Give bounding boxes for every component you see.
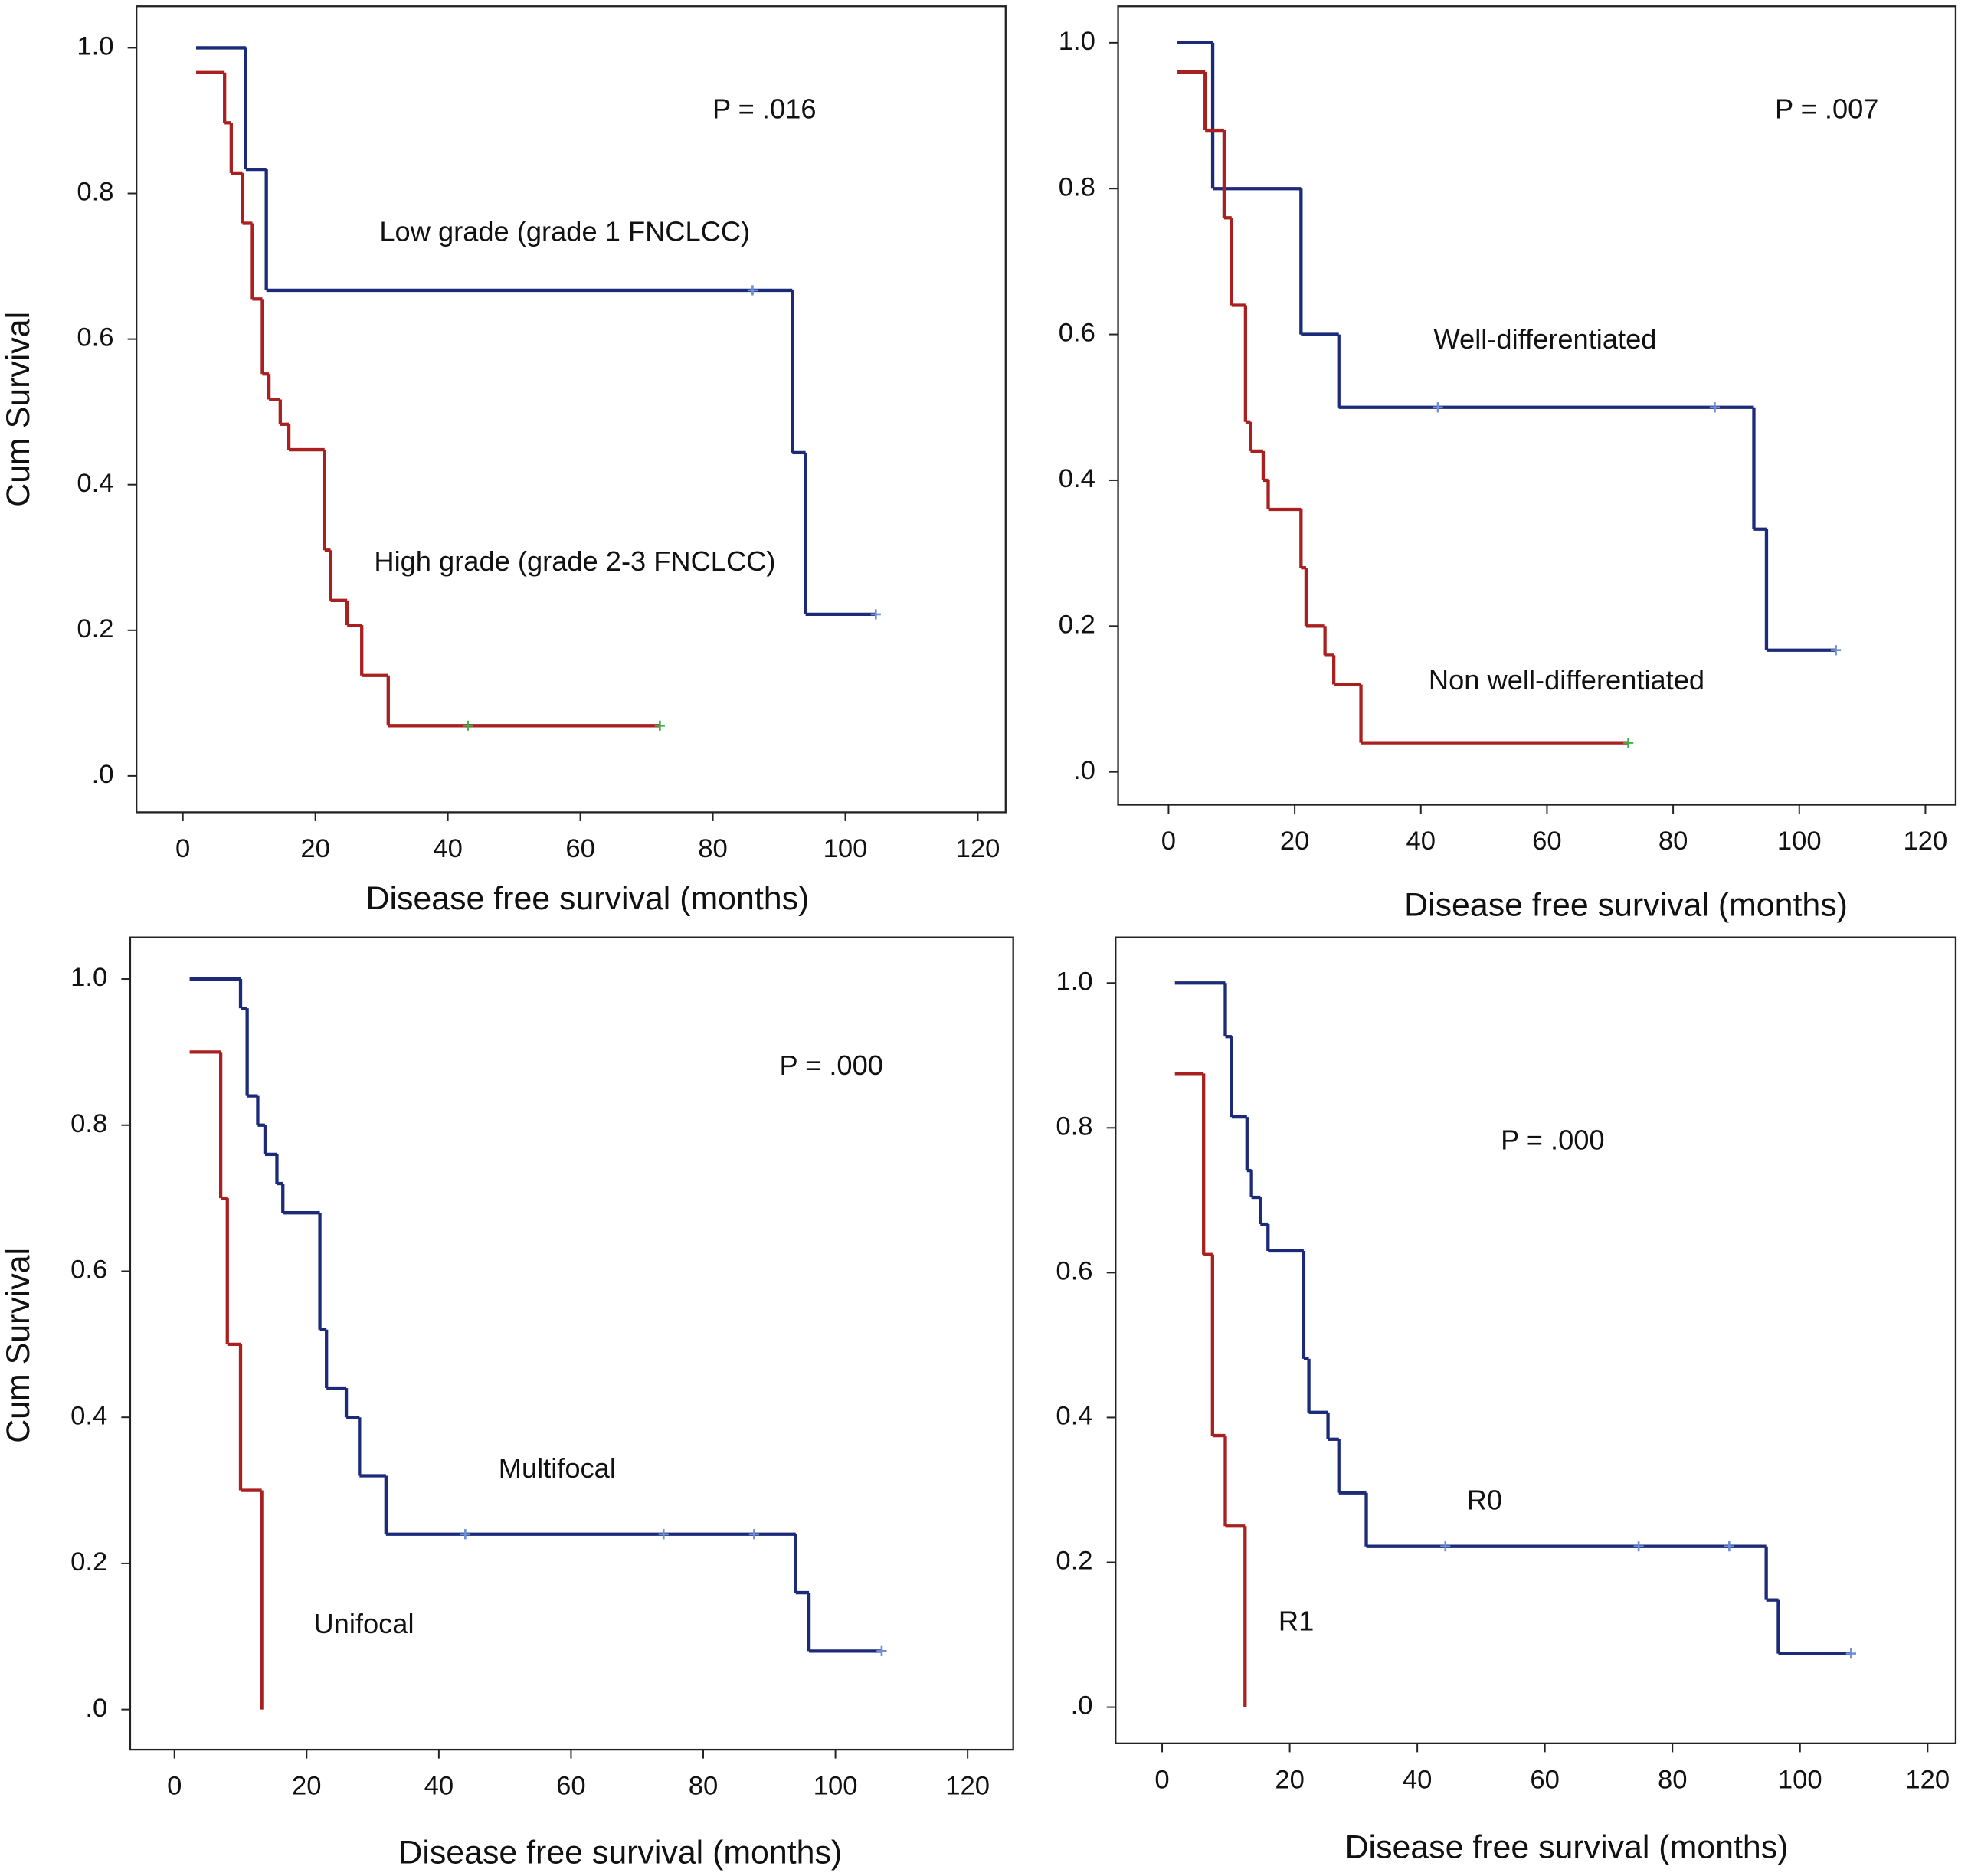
p-value: P = .000 — [779, 1049, 882, 1081]
x-tick-label: 80 — [698, 834, 728, 863]
y-tick-label: 0.4 — [70, 1401, 107, 1430]
x-tick-label: 0 — [175, 834, 190, 863]
x-tick-label: 20 — [1275, 1765, 1305, 1794]
censor-mark — [654, 720, 665, 731]
y-tick-label: 0.6 — [70, 1256, 107, 1285]
x-tick-label: 60 — [1530, 1765, 1560, 1794]
x-tick-label: 20 — [292, 1772, 322, 1801]
x-axis-label: Disease free survival (months) — [398, 1834, 842, 1871]
x-tick-label: 60 — [556, 1772, 586, 1801]
censor-mark — [1845, 1648, 1856, 1659]
p-value: P = .000 — [1501, 1124, 1604, 1155]
censor-mark — [462, 720, 473, 731]
censor-mark — [870, 609, 881, 620]
x-tick-label: 100 — [824, 834, 868, 863]
p-value: P = .007 — [1775, 93, 1878, 125]
x-tick-label: 100 — [1778, 1765, 1822, 1794]
plot-frame — [136, 5, 1007, 814]
y-tick-label: 0.2 — [1059, 610, 1095, 639]
y-tick-label: 0.4 — [1059, 464, 1095, 493]
y-tick-label: 0.2 — [1056, 1547, 1092, 1576]
x-tick-label: 0 — [1154, 1765, 1169, 1794]
censor-mark — [747, 285, 758, 296]
y-tick-label: 0.2 — [70, 1547, 107, 1576]
x-tick-label: 120 — [945, 1772, 990, 1801]
y-tick-label: 1.0 — [77, 32, 113, 61]
plot-frame — [1115, 936, 1957, 1744]
panel: 0 20 40 60 80 100 120 .0 0.2 0.4 0.6 0.8 1.0 Disease … — [1056, 936, 1957, 1866]
x-tick-label: 0 — [167, 1772, 182, 1801]
y-axis-label: Cum Survival — [0, 1248, 37, 1443]
censor-mark — [1709, 402, 1721, 413]
y-tick-label: 0.8 — [1059, 172, 1095, 201]
censor-mark — [1633, 1541, 1644, 1552]
curve-label: Low grade (grade 1 FNCLCC) — [379, 216, 750, 247]
p-value: P = .016 — [712, 93, 816, 125]
y-tick-label: 0.8 — [77, 178, 113, 207]
y-tick-label: 0.6 — [1059, 319, 1095, 348]
x-axis-label: Disease free survival (months) — [1345, 1829, 1789, 1866]
plot-frame — [1117, 5, 1957, 806]
curve-label: R0 — [1467, 1484, 1502, 1515]
censor-mark — [1440, 1541, 1451, 1552]
x-tick-label: 40 — [433, 834, 463, 863]
x-axis-label: Disease free survival (months) — [1404, 886, 1848, 923]
panel: 0 20 40 60 80 100 120 .0 0.2 0.4 0.6 0.8 1.0 Disease … — [1059, 5, 1957, 923]
x-tick-label: 80 — [1658, 1765, 1688, 1794]
x-tick-label: 60 — [565, 834, 595, 863]
x-tick-label: 40 — [1406, 827, 1436, 856]
curve-label: Well-differentiated — [1433, 323, 1656, 355]
x-tick-label: 20 — [1280, 827, 1310, 856]
x-tick-label: 80 — [689, 1772, 719, 1801]
x-axis-label: Disease free survival (months) — [366, 880, 810, 917]
y-tick-label: .0 — [1073, 756, 1095, 785]
censor-mark — [1830, 645, 1842, 656]
y-tick-label: 0.2 — [77, 614, 113, 643]
x-tick-label: 40 — [1403, 1765, 1433, 1794]
y-tick-label: 1.0 — [70, 963, 107, 992]
curve-label: High grade (grade 2-3 FNCLCC) — [374, 545, 775, 577]
x-tick-label: 60 — [1532, 827, 1562, 856]
y-tick-label: 0.6 — [1056, 1257, 1092, 1286]
x-tick-label: 100 — [1777, 827, 1822, 856]
x-tick-label: 120 — [1904, 827, 1948, 856]
censor-mark — [1623, 738, 1634, 748]
y-tick-label: 1.0 — [1059, 27, 1095, 56]
censor-mark — [748, 1529, 760, 1540]
panel: 0 20 40 60 80 100 120 .0 0.2 0.4 0.6 0.8 1.0 Disease … — [0, 5, 1007, 917]
y-tick-label: 0.8 — [70, 1109, 107, 1138]
y-tick-label: 0.4 — [1056, 1402, 1092, 1431]
x-tick-label: 40 — [424, 1772, 454, 1801]
y-axis-label: Cum Survival — [0, 312, 37, 507]
censor-mark — [460, 1529, 470, 1540]
censor-mark — [1724, 1541, 1734, 1552]
curve-label: Non well-differentiated — [1429, 664, 1704, 696]
y-tick-label: .0 — [92, 760, 114, 789]
x-tick-label: 100 — [814, 1772, 858, 1801]
x-tick-label: 120 — [956, 834, 1000, 863]
x-tick-label: 20 — [300, 834, 330, 863]
panel: 0 20 40 60 80 100 120 .0 0.2 0.4 0.6 0.8 1.0 Disease … — [0, 936, 1014, 1871]
curve-label: Multifocal — [499, 1452, 616, 1484]
censor-mark — [876, 1645, 887, 1656]
y-tick-label: 0.4 — [77, 469, 113, 498]
y-tick-label: 0.8 — [1056, 1112, 1092, 1141]
x-tick-label: 0 — [1161, 827, 1176, 856]
y-tick-label: 1.0 — [1056, 967, 1092, 996]
censor-mark — [658, 1529, 669, 1540]
x-tick-label: 80 — [1658, 827, 1688, 856]
y-tick-label: .0 — [85, 1694, 107, 1723]
curve-label: R1 — [1279, 1606, 1314, 1637]
curve-label: Unifocal — [314, 1608, 414, 1639]
censor-mark — [1433, 402, 1443, 413]
y-tick-label: 0.6 — [77, 323, 113, 352]
y-tick-label: .0 — [1071, 1691, 1093, 1720]
x-tick-label: 120 — [1905, 1765, 1950, 1794]
